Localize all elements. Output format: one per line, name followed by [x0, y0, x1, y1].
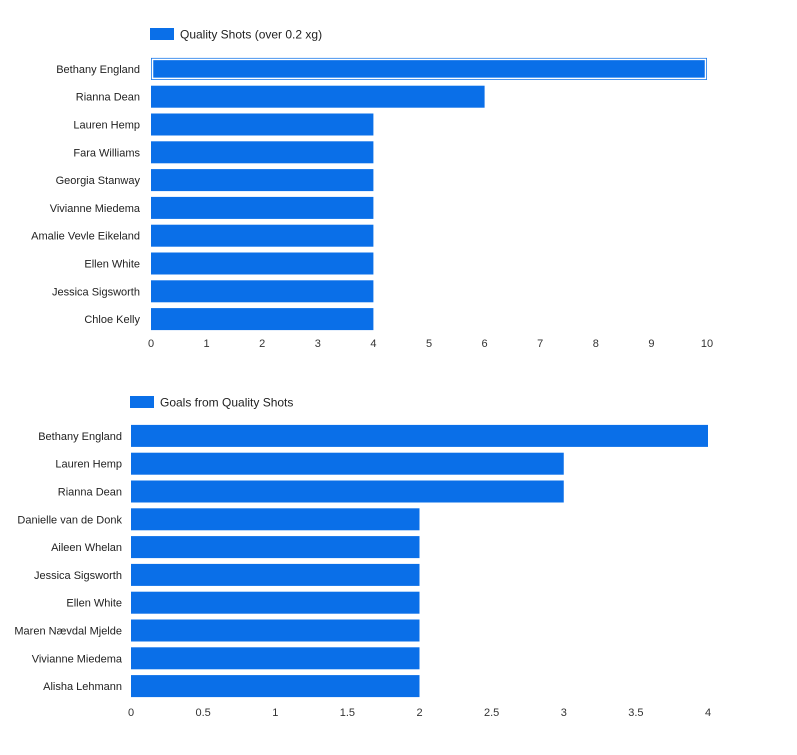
bar-vivianne-miedema[interactable] — [131, 647, 420, 670]
bar-aileen-whelan[interactable] — [131, 536, 420, 559]
x-tick-label: 0.5 — [195, 707, 210, 719]
category-label-jessica-sigsworth: Jessica Sigsworth — [52, 286, 140, 298]
category-label-danielle-van-de-donk: Danielle van de Donk — [17, 514, 122, 526]
x-tick-label: 4 — [370, 338, 376, 350]
category-label-alisha-lehmann: Alisha Lehmann — [43, 681, 122, 693]
bar-amalie-vevle-eikeland[interactable] — [151, 224, 374, 247]
bar-highlight-outline — [151, 58, 707, 80]
bar-fara-williams[interactable] — [151, 141, 374, 164]
x-tick-label: 1 — [272, 707, 278, 719]
bar-bethany-england[interactable] — [151, 57, 707, 80]
category-label-vivianne-miedema: Vivianne Miedema — [32, 653, 123, 665]
x-tick-label: 5 — [426, 338, 432, 350]
bar-rianna-dean[interactable] — [131, 480, 564, 503]
category-label-lauren-hemp: Lauren Hemp — [73, 120, 140, 132]
legend-swatch — [150, 28, 174, 40]
x-tick-label: 2 — [259, 338, 265, 350]
category-label-maren-n-vdal-mjelde: Maren Nævdal Mjelde — [14, 626, 122, 638]
legend: Quality Shots (over 0.2 xg) — [150, 28, 322, 42]
bar-danielle-van-de-donk[interactable] — [131, 508, 420, 531]
x-tick-label: 0 — [148, 338, 154, 350]
x-tick-label: 4 — [705, 707, 711, 719]
bar-georgia-stanway[interactable] — [151, 169, 374, 192]
category-label-vivianne-miedema: Vivianne Miedema — [50, 203, 141, 215]
bar-rianna-dean[interactable] — [151, 85, 485, 108]
x-tick-label: 1 — [204, 338, 210, 350]
legend-label: Goals from Quality Shots — [160, 396, 293, 410]
x-tick-label: 2.5 — [484, 707, 499, 719]
category-label-aileen-whelan: Aileen Whelan — [51, 542, 122, 554]
bar-lauren-hemp[interactable] — [151, 113, 374, 136]
bar-chart-1: Quality Shots (over 0.2 xg) Bethany Engla… — [31, 28, 713, 351]
bar-chart-2: Goals from Quality Shots Bethany England L… — [14, 396, 711, 720]
x-tick-label: 9 — [648, 338, 654, 350]
x-tick-label: 3.5 — [628, 707, 643, 719]
category-label-georgia-stanway: Georgia Stanway — [56, 175, 141, 187]
bar-bethany-england[interactable] — [131, 424, 708, 447]
category-label-amalie-vevle-eikeland: Amalie Vevle Eikeland — [31, 231, 140, 243]
legend-label: Quality Shots (over 0.2 xg) — [180, 28, 322, 42]
x-tick-label: 3 — [315, 338, 321, 350]
x-tick-label: 2 — [416, 707, 422, 719]
bar-ellen-white[interactable] — [131, 591, 420, 614]
category-label-rianna-dean: Rianna Dean — [58, 487, 122, 499]
bar-ellen-white[interactable] — [151, 252, 374, 275]
x-tick-label: 1.5 — [340, 707, 355, 719]
category-label-ellen-white: Ellen White — [66, 598, 122, 610]
category-label-bethany-england: Bethany England — [38, 431, 122, 443]
legend: Goals from Quality Shots — [130, 396, 293, 410]
bar-vivianne-miedema[interactable] — [151, 196, 374, 219]
bar-jessica-sigsworth[interactable] — [151, 280, 374, 303]
x-tick-label: 0 — [128, 707, 134, 719]
category-label-fara-williams: Fara Williams — [73, 147, 140, 159]
x-tick-label: 8 — [593, 338, 599, 350]
x-tick-label: 3 — [561, 707, 567, 719]
category-label-chloe-kelly: Chloe Kelly — [84, 314, 140, 326]
bar-lauren-hemp[interactable] — [131, 452, 564, 475]
category-label-ellen-white: Ellen White — [84, 259, 140, 271]
bar-jessica-sigsworth[interactable] — [131, 563, 420, 586]
bar-chloe-kelly[interactable] — [151, 308, 374, 331]
bar-maren-n-vdal-mjelde[interactable] — [131, 619, 420, 642]
x-tick-label: 7 — [537, 338, 543, 350]
category-label-lauren-hemp: Lauren Hemp — [55, 459, 122, 471]
category-label-jessica-sigsworth: Jessica Sigsworth — [34, 570, 122, 582]
category-label-bethany-england: Bethany England — [56, 64, 140, 76]
x-tick-label: 10 — [701, 338, 713, 350]
category-label-rianna-dean: Rianna Dean — [76, 92, 140, 104]
legend-swatch — [130, 396, 154, 408]
x-tick-label: 6 — [482, 338, 488, 350]
bar-alisha-lehmann[interactable] — [131, 675, 420, 698]
